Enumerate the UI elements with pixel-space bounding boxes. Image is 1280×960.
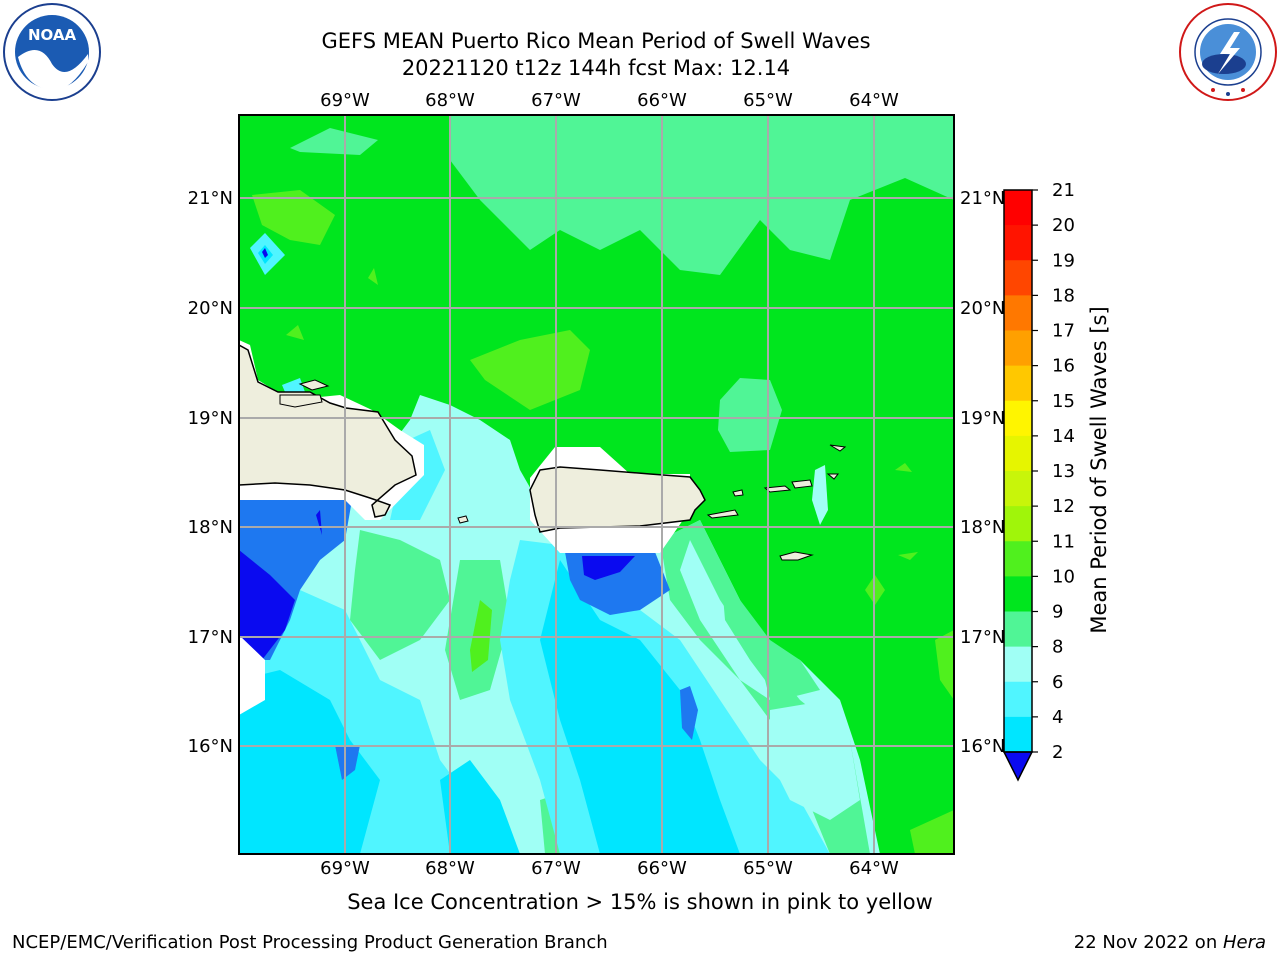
lon-labels-top: 69°W 68°W 67°W 66°W 65°W 64°W	[320, 90, 899, 111]
colorbar-tick-label: 11	[1052, 531, 1075, 552]
lat-labels-left: 21°N 20°N 19°N 18°N 17°N 16°N	[188, 188, 233, 757]
colorbar-tick-label: 8	[1052, 637, 1063, 658]
lat-label: 19°N	[188, 408, 233, 429]
colorbar-tick-label: 19	[1052, 250, 1075, 271]
colorbar-swatch	[1004, 541, 1032, 577]
colorbar-swatch	[1004, 576, 1032, 612]
colorbar-swatch	[1004, 506, 1032, 542]
lat-label: 16°N	[188, 736, 233, 757]
nws-logo	[1179, 3, 1277, 101]
colorbar-tick-label: 15	[1052, 391, 1075, 412]
chart-subtitle: 20221120 t12z 144h fcst Max: 12.14	[401, 56, 791, 80]
footer-machine: Hera	[1222, 932, 1266, 953]
colorbar-swatch	[1004, 260, 1032, 296]
colorbar-swatch	[1004, 716, 1032, 753]
colorbar-swatch	[1004, 611, 1032, 648]
colorbar-swatch	[1004, 471, 1032, 507]
period-below-2-region	[239, 550, 295, 660]
lat-label: 19°N	[960, 408, 1005, 429]
footer-date: 22 Nov 2022 on Hera	[1074, 932, 1266, 953]
lon-labels-bottom: 69°W 68°W 67°W 66°W 65°W 64°W	[320, 858, 899, 879]
lon-label: 66°W	[637, 90, 687, 111]
period-9-10-region	[450, 115, 954, 275]
period-11-12-region	[252, 190, 335, 245]
lat-label: 18°N	[960, 517, 1005, 538]
noaa-logo: NOAA	[3, 3, 101, 101]
lat-label: 17°N	[188, 627, 233, 648]
colorbar-tick-label: 13	[1052, 461, 1075, 482]
colorbar-tick-label: 10	[1052, 566, 1075, 587]
lon-label: 66°W	[637, 858, 687, 879]
swell-period-field	[239, 115, 954, 854]
lon-label: 68°W	[425, 90, 475, 111]
lon-label: 64°W	[849, 90, 899, 111]
chart-title: GEFS MEAN Puerto Rico Mean Period of Swe…	[321, 29, 871, 53]
hispaniola-land	[239, 344, 417, 518]
colorbar-swatch	[1004, 400, 1032, 437]
colorbar-swatch	[1004, 225, 1032, 261]
colorbar-swatch	[1004, 295, 1032, 331]
colorbar-swatch	[1004, 681, 1032, 718]
colorbar-label: Mean Period of Swell Waves [s]	[1087, 306, 1111, 633]
colorbar-swatch	[1004, 435, 1032, 472]
sea-ice-caption: Sea Ice Concentration > 15% is shown in …	[347, 890, 933, 914]
colorbar-tick-label: 12	[1052, 496, 1075, 517]
colorbar-swatch	[1004, 330, 1032, 367]
colorbar-swatch	[1004, 190, 1032, 226]
colorbar: 2 4 6 8 9 10 11 12 13 14 15 16 17 18 19 20 21	[1002, 180, 1075, 782]
lon-label: 67°W	[531, 858, 581, 879]
colorbar-swatch	[1004, 365, 1032, 402]
colorbar-tick-label: 20	[1052, 215, 1075, 236]
lat-label: 21°N	[960, 188, 1005, 209]
map-gridlines	[239, 115, 954, 854]
lon-label: 64°W	[849, 858, 899, 879]
colorbar-tick-label: 6	[1052, 672, 1063, 693]
colorbar-tick-label: 21	[1052, 180, 1075, 201]
lon-label: 69°W	[320, 90, 370, 111]
lat-label: 16°N	[960, 736, 1005, 757]
colorbar-tick-label: 17	[1052, 321, 1075, 342]
colorbar-extension	[1002, 751, 1034, 782]
colorbar-tick-label: 14	[1052, 426, 1075, 447]
lat-label: 17°N	[960, 627, 1005, 648]
colorbar-tick-label: 4	[1052, 707, 1063, 728]
colorbar-tick-label: 16	[1052, 356, 1075, 377]
footer-credit: NCEP/EMC/Verification Post Processing Pr…	[12, 932, 608, 953]
lon-label: 69°W	[320, 858, 370, 879]
lon-label: 65°W	[743, 90, 793, 111]
lat-label: 18°N	[188, 517, 233, 538]
footer-date-text: 22 Nov 2022 on	[1073, 932, 1223, 953]
colorbar-tick-label: 9	[1052, 602, 1063, 623]
lon-label: 68°W	[425, 858, 475, 879]
colorbar-swatch	[1004, 646, 1032, 683]
lat-label: 20°N	[960, 298, 1005, 319]
map-frame	[238, 114, 955, 855]
colorbar-tick-label: 2	[1052, 742, 1063, 763]
colorbar-tick-label: 18	[1052, 285, 1075, 306]
lat-label: 21°N	[188, 188, 233, 209]
lat-labels-right: 21°N 20°N 19°N 18°N 17°N 16°N	[960, 188, 1005, 757]
lon-label: 65°W	[743, 858, 793, 879]
lat-label: 20°N	[188, 298, 233, 319]
noaa-logo-text: NOAA	[28, 26, 77, 44]
lon-label: 67°W	[531, 90, 581, 111]
